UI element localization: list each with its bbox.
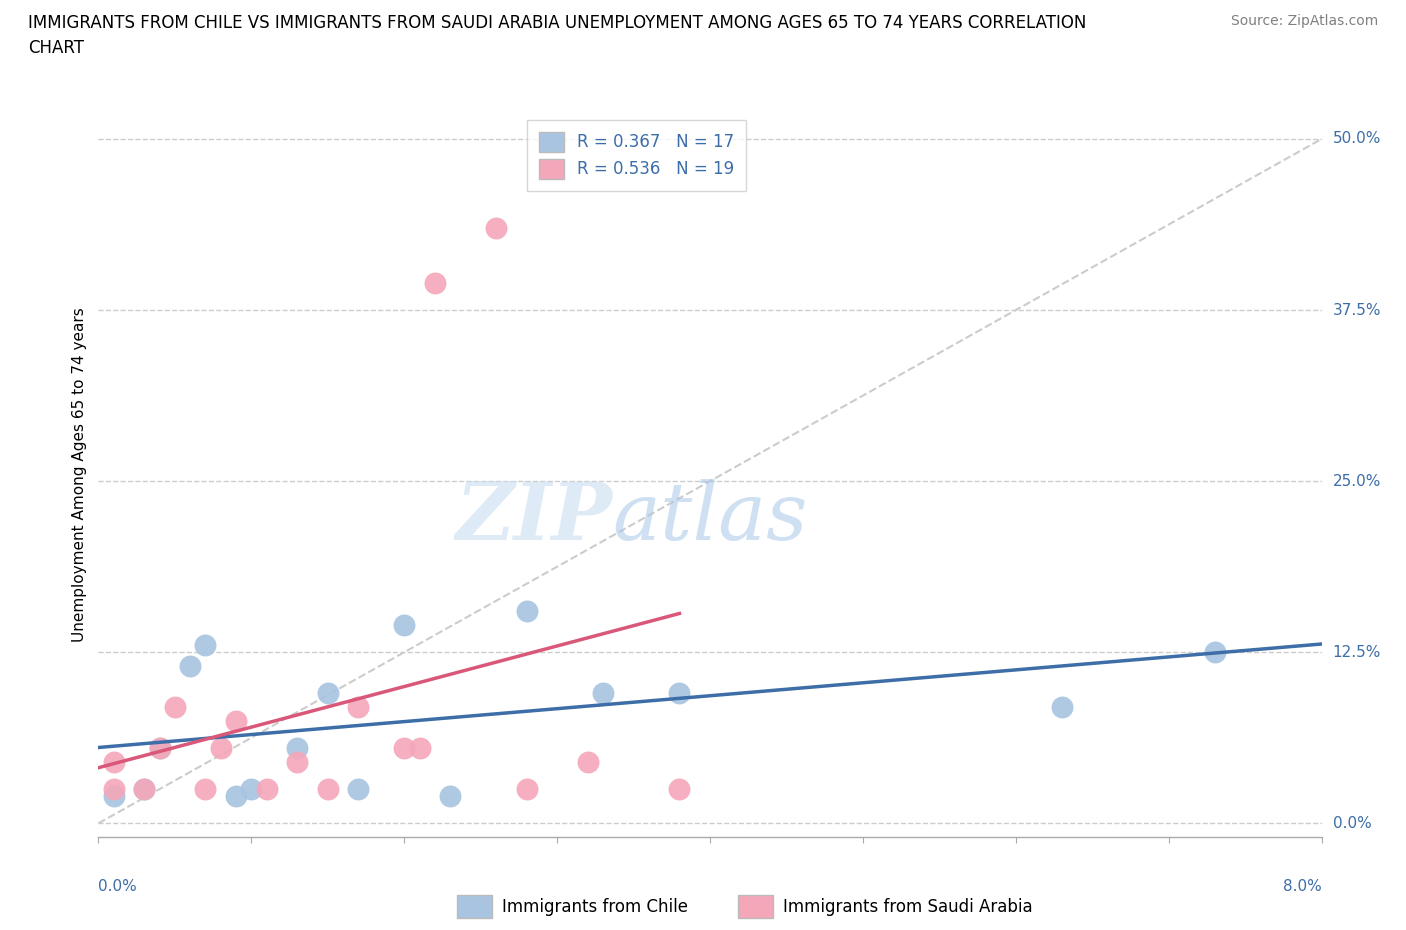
Point [668, 685, 690, 700]
Point [103, 754, 125, 769]
Point [1204, 644, 1226, 659]
Point [668, 781, 690, 796]
Point [439, 789, 461, 804]
Text: 37.5%: 37.5% [1333, 302, 1381, 317]
Text: atlas: atlas [612, 479, 807, 556]
Point [1050, 699, 1073, 714]
Text: IMMIGRANTS FROM CHILE VS IMMIGRANTS FROM SAUDI ARABIA UNEMPLOYMENT AMONG AGES 65: IMMIGRANTS FROM CHILE VS IMMIGRANTS FROM… [28, 14, 1087, 32]
Text: Immigrants from Chile: Immigrants from Chile [502, 897, 688, 916]
Point [163, 699, 186, 714]
Point [516, 781, 538, 796]
Text: 25.0%: 25.0% [1333, 473, 1381, 488]
Point [516, 604, 538, 618]
Y-axis label: Unemployment Among Ages 65 to 74 years: Unemployment Among Ages 65 to 74 years [72, 307, 87, 642]
Point [316, 685, 339, 700]
Text: 50.0%: 50.0% [1333, 131, 1381, 146]
Point [285, 754, 308, 769]
Point [256, 781, 278, 796]
Point [179, 658, 201, 673]
Text: CHART: CHART [28, 39, 84, 57]
Legend: R = 0.367   N = 17, R = 0.536   N = 19: R = 0.367 N = 17, R = 0.536 N = 19 [527, 120, 747, 191]
Point [408, 740, 430, 755]
Point [103, 789, 125, 804]
Point [316, 781, 339, 796]
Point [347, 781, 370, 796]
Point [103, 781, 125, 796]
Point [576, 754, 599, 769]
Text: Immigrants from Saudi Arabia: Immigrants from Saudi Arabia [783, 897, 1033, 916]
Text: 12.5%: 12.5% [1333, 644, 1381, 659]
Point [423, 275, 446, 290]
Point [134, 781, 156, 796]
Point [592, 685, 614, 700]
Point [225, 713, 247, 728]
Point [347, 699, 370, 714]
Text: 0.0%: 0.0% [1333, 816, 1371, 830]
Point [392, 618, 416, 632]
Point [285, 740, 308, 755]
Point [149, 740, 172, 755]
Text: 8.0%: 8.0% [1282, 879, 1322, 894]
Point [209, 740, 232, 755]
Point [225, 789, 247, 804]
Text: Source: ZipAtlas.com: Source: ZipAtlas.com [1230, 14, 1378, 28]
Point [194, 638, 217, 653]
Point [149, 740, 172, 755]
Point [240, 781, 263, 796]
Point [392, 740, 416, 755]
Text: 0.0%: 0.0% [98, 879, 138, 894]
Point [485, 220, 508, 235]
Point [134, 781, 156, 796]
Text: ZIP: ZIP [456, 479, 612, 556]
Point [194, 781, 217, 796]
